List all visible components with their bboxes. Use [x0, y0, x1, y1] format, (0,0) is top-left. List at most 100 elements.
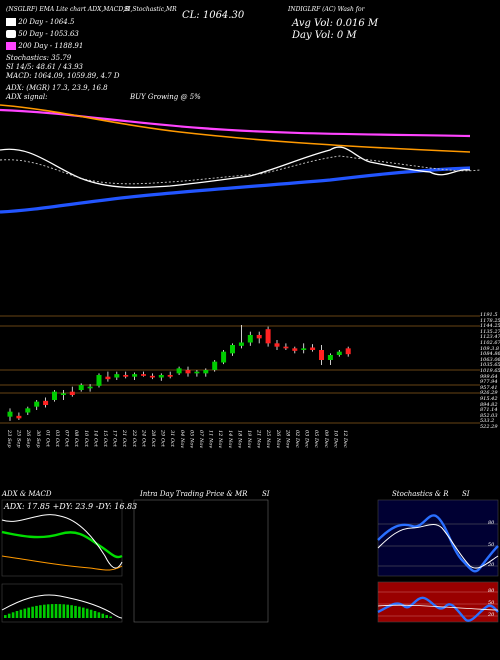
rsi-level-80: 80	[488, 588, 495, 594]
adx-panel-title: ADX & MACD	[2, 490, 52, 498]
candle-body	[87, 386, 93, 389]
macd-bar	[109, 616, 112, 618]
candle-body	[60, 393, 66, 395]
macd-bar	[54, 604, 58, 618]
rsi-white-line	[377, 604, 499, 611]
rsi-line	[377, 596, 499, 622]
candle-body	[194, 371, 200, 374]
candle-body	[327, 355, 333, 360]
price-tick-label: 522.29	[480, 424, 498, 430]
price-tick-label: 1191.5	[480, 312, 498, 318]
date-tick-label: 26 Nov	[275, 429, 281, 448]
date-tick-label: 18 Nov	[236, 430, 242, 448]
date-tick-label: 03 Oct	[54, 430, 60, 448]
candle-body	[34, 401, 40, 407]
macd-bar	[7, 613, 11, 618]
date-tick-label: 19 Nov	[246, 430, 252, 448]
date-tick-label: 05 Nov	[188, 430, 194, 448]
candle-body	[105, 376, 111, 380]
date-tick-label: 28 Nov	[284, 429, 290, 448]
rsi-level-20: 20	[488, 612, 495, 618]
date-tick-label: 30 Sep	[35, 430, 41, 448]
macd-bar	[93, 611, 97, 618]
candle-body	[114, 374, 120, 378]
close-label: CL: 1064.30	[182, 10, 245, 21]
price-tick-label: 533.2	[480, 418, 495, 425]
candle-body	[230, 345, 235, 354]
date-tick-label: 12 Dec	[342, 430, 348, 448]
candle-body	[319, 350, 324, 360]
macd-bar	[66, 604, 69, 618]
candle-body	[185, 370, 191, 374]
macd-bar	[62, 604, 66, 618]
stoch-level-50: 50	[488, 542, 495, 548]
date-tick-label: 26 Sep	[25, 429, 31, 448]
date-tick-label: 22 Oct	[131, 429, 137, 448]
date-tick-label: 12 Nov	[217, 430, 223, 448]
price-tick-label: 852.03	[480, 412, 498, 419]
date-tick-label: 28 Oct	[150, 429, 156, 448]
day-volume: Day Vol: 0 M	[292, 30, 357, 41]
candle-body	[96, 375, 102, 386]
macd-bar	[11, 612, 15, 618]
macd-bar	[74, 605, 77, 618]
macd-histogram	[4, 604, 112, 618]
date-tick-label: 01 Oct	[44, 430, 50, 448]
price-tick-label: 109.3.8	[480, 345, 500, 352]
macd-bar	[97, 612, 101, 618]
adx-orange-line	[1, 555, 123, 571]
price-tick-label: 1135.27	[480, 328, 500, 335]
stoch-level-80: 80	[488, 520, 495, 526]
date-tick-label: 29 Oct	[160, 429, 166, 448]
macd-bar	[31, 606, 34, 618]
date-tick-label: 04 Nov	[179, 430, 185, 448]
price-tick-label: 1063.06	[480, 356, 500, 363]
legend-item-50day: 50 Day - 1053.63	[6, 30, 79, 38]
si-value: SI 14/5: 48.61 / 43.93	[6, 63, 83, 71]
date-tick-label: 10 Oct	[83, 430, 89, 448]
legend-item-20day: 20 Day - 1064.5	[6, 18, 74, 26]
candle-body	[292, 348, 298, 351]
macd-bar	[78, 606, 81, 618]
price-tick-label: 1102.67	[480, 340, 500, 346]
price-tick-label: 915.42	[480, 396, 498, 402]
macd-bar	[19, 609, 23, 618]
price-tick-label: 1144.25	[480, 323, 500, 330]
rsi-level-50: 50	[488, 600, 495, 606]
stoch-level-20: 20	[488, 562, 495, 568]
price-tick-label: 957.41	[480, 384, 498, 391]
price-tick-label: 1084.86	[480, 351, 500, 358]
date-tick-label: 07 Nov	[198, 430, 204, 448]
macd-bar	[39, 605, 42, 618]
stochastics-panel-title: Stochastics & R	[392, 490, 449, 498]
date-tick-label: 25 Sep	[16, 429, 22, 448]
price-grid	[0, 315, 480, 424]
candle-body	[247, 335, 253, 343]
candle-body	[301, 348, 307, 350]
date-tick-label: 11 Nov	[208, 430, 214, 448]
candle-body	[123, 375, 129, 377]
signal-line	[0, 155, 481, 185]
price-tick-label: 999.64	[480, 373, 498, 380]
adx-signal-label: ADX signal:	[6, 93, 48, 101]
candle-body	[265, 329, 271, 344]
candle-body	[78, 385, 84, 390]
date-tick-label: 14 Nov	[227, 430, 233, 448]
price-tick-label: 926.29	[480, 390, 498, 397]
symbol-line: (NSGLRF) EMA Lite chart ADX,MACD,B	[6, 6, 130, 13]
macd-bar	[58, 604, 62, 618]
price-tick-label: 871.14	[480, 407, 498, 414]
date-tick-label: 25 Nov	[265, 429, 271, 448]
candle-body	[336, 351, 342, 355]
candle-body	[256, 335, 262, 339]
date-tick-label: 24 Oct	[140, 429, 146, 448]
legend-item-200day: 200 Day - 1188.91	[6, 42, 83, 50]
buy-signal: BUY Growing @ 5%	[130, 93, 201, 101]
macd-bar	[35, 605, 38, 618]
date-tick-label: 10 Dec	[332, 430, 338, 448]
stochastics-panel	[377, 499, 499, 623]
candle-body	[345, 348, 351, 355]
macd-bar	[105, 615, 108, 618]
date-tick-label: 09 Dec	[323, 430, 329, 448]
